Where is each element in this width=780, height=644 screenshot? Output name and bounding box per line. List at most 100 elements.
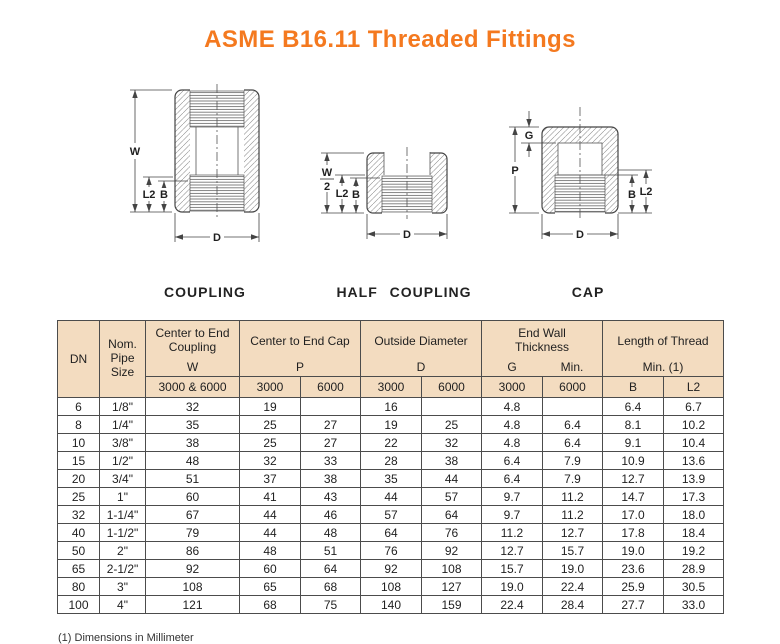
group-title: End Wall Thickness <box>514 325 570 354</box>
cell-w: 79 <box>145 523 240 542</box>
table-row: 65 2-1/2" 92 60 64 92 108 15.7 19.0 23.6 28.9 <box>57 559 724 578</box>
coupling-drawing: W L2 B D <box>128 80 308 270</box>
cell-l2: 10.2 <box>663 415 724 434</box>
cell-b: 12.7 <box>602 469 664 488</box>
cell-p3000: 60 <box>239 559 301 578</box>
header-pipe-size: Nom. Pipe Size <box>99 320 146 398</box>
cell-g6000: 22.4 <box>542 577 603 596</box>
cell-p6000: 48 <box>300 523 361 542</box>
cell-b: 23.6 <box>602 559 664 578</box>
table-row: 8 1/4" 35 25 27 19 25 4.8 6.4 8.1 10.2 <box>57 415 724 434</box>
subheader-g-6000: 6000 <box>542 376 603 398</box>
cell-w: 51 <box>145 469 240 488</box>
cell-b: 9.1 <box>602 433 664 452</box>
cell-size: 3/8" <box>99 433 146 452</box>
cell-g3000: 11.2 <box>481 523 543 542</box>
dim-label-w: W <box>130 146 141 158</box>
cell-p3000: 65 <box>239 577 301 596</box>
cell-g6000: 6.4 <box>542 415 603 434</box>
cell-g3000: 12.7 <box>481 541 543 560</box>
cell-d3000: 57 <box>360 505 422 524</box>
cell-g3000: 22.4 <box>481 595 543 614</box>
cell-size: 2-1/2" <box>99 559 146 578</box>
subheader-p-6000: 6000 <box>300 376 361 398</box>
group-letter: Min. (1) <box>642 360 684 374</box>
cell-g6000: 6.4 <box>542 433 603 452</box>
table-row: 10 3/8" 38 25 27 22 32 4.8 6.4 9.1 10.4 <box>57 433 724 452</box>
cell-size: 3" <box>99 577 146 596</box>
dim-label-l2: L2 <box>640 186 653 198</box>
cap-drawing: G P B L2 D <box>505 98 680 248</box>
cell-l2: 13.9 <box>663 469 724 488</box>
cell-size: 3/4" <box>99 469 146 488</box>
cell-g3000: 6.4 <box>481 469 543 488</box>
cell-b: 6.4 <box>602 397 664 416</box>
cell-w: 32 <box>145 397 240 416</box>
cell-w: 38 <box>145 433 240 452</box>
cell-p3000: 44 <box>239 523 301 542</box>
cell-p6000: 75 <box>300 595 361 614</box>
cell-l2: 18.0 <box>663 505 724 524</box>
group-letter: P <box>295 360 304 374</box>
cell-l2: 18.4 <box>663 523 724 542</box>
dim-label-d: D <box>576 229 584 241</box>
fittings-table: DN Nom. Pipe Size Center to End Coupling… <box>57 320 724 614</box>
table-row: 100 4" 121 68 75 140 159 22.4 28.4 27.7 33.0 <box>57 595 724 614</box>
cell-dn: 40 <box>57 523 100 542</box>
cell-p3000: 25 <box>239 415 301 434</box>
cell-l2: 19.2 <box>663 541 724 560</box>
table-row: 6 1/8" 32 19 16 4.8 6.4 6.7 <box>57 397 724 416</box>
dimensions-note: (1) Dimensions in Millimeter <box>58 632 194 644</box>
cell-g6000: 11.2 <box>542 487 603 506</box>
cell-l2: 30.5 <box>663 577 724 596</box>
cell-d6000: 44 <box>421 469 482 488</box>
cell-b: 25.9 <box>602 577 664 596</box>
cell-d3000: 16 <box>360 397 422 416</box>
cell-b: 17.8 <box>602 523 664 542</box>
table-row: 40 1-1/2" 79 44 48 64 76 11.2 12.7 17.8 18.4 <box>57 523 724 542</box>
cell-p3000: 19 <box>239 397 301 416</box>
cell-p6000: 46 <box>300 505 361 524</box>
cell-l2: 17.3 <box>663 487 724 506</box>
cell-w: 35 <box>145 415 240 434</box>
cell-b: 17.0 <box>602 505 664 524</box>
group-letter-min: Min. <box>560 360 584 374</box>
cell-d6000: 159 <box>421 595 482 614</box>
cell-d3000: 140 <box>360 595 422 614</box>
cell-p3000: 37 <box>239 469 301 488</box>
cell-p6000: 27 <box>300 415 361 434</box>
cell-size: 1/2" <box>99 451 146 470</box>
cell-dn: 8 <box>57 415 100 434</box>
subheader-b: B <box>602 376 664 398</box>
group-title: Center to End Coupling <box>155 325 230 354</box>
cell-size: 1/4" <box>99 415 146 434</box>
cell-l2: 10.4 <box>663 433 724 452</box>
cell-g6000: 11.2 <box>542 505 603 524</box>
cell-size: 4" <box>99 595 146 614</box>
dim-label-d: D <box>213 232 221 244</box>
header-group-center-to-end-coupling: Center to End Coupling W <box>145 320 240 377</box>
cell-d3000: 64 <box>360 523 422 542</box>
cell-p3000: 68 <box>239 595 301 614</box>
subheader-d-6000: 6000 <box>421 376 482 398</box>
cell-w: 92 <box>145 559 240 578</box>
cell-p6000: 38 <box>300 469 361 488</box>
cell-p3000: 44 <box>239 505 301 524</box>
cell-g3000: 6.4 <box>481 451 543 470</box>
cell-w: 48 <box>145 451 240 470</box>
header-pipe-size-text: Nom. Pipe Size <box>108 337 137 379</box>
header-group-center-to-end-cap: Center to End Cap P <box>239 320 361 377</box>
cell-l2: 33.0 <box>663 595 724 614</box>
cell-d6000: 76 <box>421 523 482 542</box>
cell-b: 8.1 <box>602 415 664 434</box>
half-coupling-label: HALF COUPLING <box>336 284 472 300</box>
cell-size: 1/8" <box>99 397 146 416</box>
cell-b: 14.7 <box>602 487 664 506</box>
cell-p6000: 68 <box>300 577 361 596</box>
cell-p6000: 43 <box>300 487 361 506</box>
cell-g3000: 4.8 <box>481 433 543 452</box>
subheader-w-class: 3000 & 6000 <box>145 376 240 398</box>
subheader-d-3000: 3000 <box>360 376 422 398</box>
cell-g6000: 7.9 <box>542 469 603 488</box>
